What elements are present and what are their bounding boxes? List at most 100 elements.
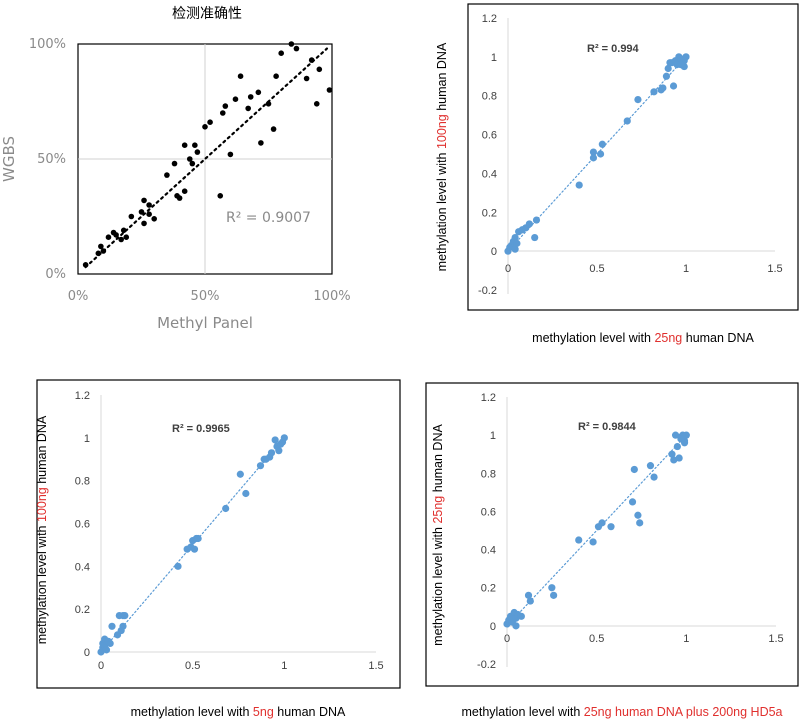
data-point (511, 245, 519, 253)
x-ticks: 0 0.5 1 1.5 (504, 633, 784, 645)
y-ticks: 0% 50% 100% (29, 37, 66, 282)
data-point (650, 88, 658, 96)
data-point (98, 243, 104, 250)
data-point (141, 220, 147, 227)
data-point (138, 209, 145, 215)
y-tick-label: 0 (84, 647, 90, 659)
data-point (526, 597, 534, 605)
y-tick-label: 0 (490, 621, 496, 633)
y-tick-label: 0.4 (75, 561, 90, 573)
x-label-part-1: methylation level with (461, 705, 583, 719)
y-axis-label: WGBS (0, 136, 18, 182)
data-point (256, 462, 265, 470)
x-tick-label: 50% (191, 289, 220, 304)
y-tick-label: 0.2 (75, 604, 90, 616)
data-point (575, 536, 583, 544)
data-point (255, 89, 262, 96)
data-point (659, 84, 667, 92)
y-tick-label: 1.2 (482, 13, 497, 25)
data-point (313, 101, 320, 107)
data-point (121, 611, 129, 620)
data-point (634, 96, 642, 104)
y-tick-label: 1 (490, 430, 496, 442)
y-tick-label: 0.4 (481, 545, 496, 557)
data-point (118, 236, 124, 243)
data-point (113, 232, 119, 238)
data-point (146, 202, 152, 208)
data-point (236, 470, 244, 478)
data-point (677, 435, 685, 443)
data-point (202, 124, 208, 130)
y-label-part-1: methylation level with (35, 522, 49, 644)
data-point (219, 110, 226, 116)
y-tick-label: 0.8 (481, 468, 496, 480)
data-point (623, 117, 631, 125)
data-point (669, 82, 678, 90)
chart-frame (467, 3, 799, 311)
chart-panel-p1: 检测准确性 0% 50% 100% 0% 50% 100% R² = 0.9007 Me… (0, 6, 351, 332)
data-point (326, 87, 333, 93)
points-group (504, 53, 690, 255)
y-tick-label: 0% (45, 267, 66, 282)
data-point (596, 150, 605, 158)
x-tick-label: 1 (281, 660, 287, 672)
data-point (267, 449, 276, 457)
data-point (217, 193, 224, 199)
y-tick-label: 0 (491, 246, 497, 258)
x-tick-label: 1 (683, 633, 689, 645)
data-point (513, 239, 521, 247)
data-point (106, 639, 114, 648)
x-tick-label: 1 (683, 263, 689, 275)
data-point (278, 50, 285, 56)
y-tick-label: 50% (37, 152, 66, 167)
data-point (194, 149, 201, 155)
y-tick-label: 0.2 (481, 583, 496, 595)
y-axis-label: methylation level with 100ng human DNA (435, 42, 449, 271)
data-point (95, 250, 102, 257)
y-axis-label: methylation level with 25ng human DNA (431, 424, 445, 646)
y-tick-label: -0.2 (478, 285, 497, 297)
data-point (662, 72, 671, 80)
data-point (636, 519, 644, 527)
y-tick-label: 0.6 (481, 506, 496, 518)
data-point (517, 612, 525, 620)
data-point (181, 188, 188, 194)
data-point (190, 545, 199, 553)
data-point (308, 57, 315, 63)
data-point (120, 227, 127, 234)
r-squared-label: R² = 0.994 (587, 43, 640, 55)
data-point (207, 119, 213, 125)
y-tick-label: 0.4 (482, 168, 497, 180)
y-tick-label: 0.2 (482, 207, 497, 219)
y-label-part-3: human DNA (431, 424, 445, 496)
y-tick-label: 1 (491, 52, 497, 64)
data-point (607, 523, 615, 531)
trendline-group (506, 434, 687, 627)
data-point (146, 211, 152, 217)
data-point (598, 519, 606, 527)
y-tick-label: 1 (84, 433, 90, 445)
data-point (174, 562, 182, 570)
x-ticks: 0% 50% 100% (68, 289, 351, 304)
x-label-highlight: 25ng (654, 331, 682, 345)
y-tick-label: 0.6 (482, 130, 497, 142)
data-point (176, 195, 183, 201)
data-point (511, 233, 519, 242)
points-group (82, 41, 333, 268)
points-group (97, 434, 288, 656)
y-tick-label: -0.2 (477, 659, 496, 671)
y-tick-label: 100% (29, 37, 66, 52)
data-point (524, 591, 533, 599)
x-label-part-3: human DNA (274, 705, 346, 719)
data-point (271, 436, 279, 444)
data-point (186, 156, 193, 162)
chart-frame (425, 382, 799, 687)
data-point (293, 45, 300, 52)
data-point (575, 181, 583, 189)
data-point (164, 172, 170, 178)
data-point (682, 431, 690, 439)
y-tick-label: 1.2 (75, 390, 90, 402)
data-point (589, 148, 598, 156)
data-point (275, 447, 283, 455)
